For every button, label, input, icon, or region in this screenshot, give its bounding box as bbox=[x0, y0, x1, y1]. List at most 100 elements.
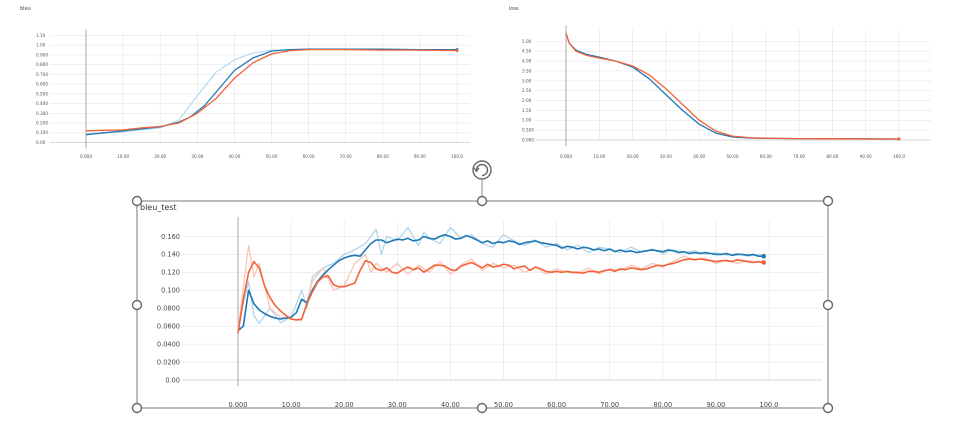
y-tick-label: 4.50 bbox=[522, 49, 532, 54]
y-tick-labels: 0.160 0.140 0.120 0.100 0.0800 0.0600 0.0400 0.… bbox=[157, 233, 180, 385]
x-tick-label: 70.00 bbox=[600, 401, 619, 409]
x-tick-label: 60.00 bbox=[760, 154, 772, 159]
x-tick-label: 40.00 bbox=[441, 401, 460, 409]
series-lines bbox=[85, 48, 459, 136]
x-tick-label: 30.00 bbox=[191, 154, 203, 159]
x-tick-label: 80.00 bbox=[826, 154, 838, 159]
x-tick-label: 80.00 bbox=[377, 154, 389, 159]
selection-border bbox=[136, 200, 829, 409]
x-tick-label: 10.00 bbox=[593, 154, 605, 159]
x-tick-label: 0.000 bbox=[229, 401, 248, 409]
grid bbox=[182, 217, 822, 386]
chart-title: bleu_test bbox=[140, 203, 177, 212]
x-tick-label: 70.00 bbox=[793, 154, 805, 159]
chart-title: loss bbox=[509, 6, 519, 12]
y-tick-label: 0.100 bbox=[161, 287, 180, 295]
y-tick-label: 0.800 bbox=[36, 62, 48, 67]
series-endpoint bbox=[897, 137, 901, 141]
x-tick-label: 100.0 bbox=[760, 401, 779, 409]
series-line bbox=[237, 233, 764, 332]
bleu-chart: bleu 1.10 1.00 0.900 0.800 0.700 0.600 0.500 0.… bbox=[20, 6, 470, 159]
y-tick-label: 0.0800 bbox=[157, 305, 180, 313]
resize-handle-top[interactable] bbox=[476, 195, 488, 207]
y-tick-label: 0.100 bbox=[36, 130, 48, 135]
y-tick-label: 0.140 bbox=[161, 251, 180, 259]
y-tick-label: 1.10 bbox=[36, 33, 46, 38]
x-tick-labels: 0.000 10.00 20.00 30.00 40.00 50.00 60.00 70.00… bbox=[560, 154, 905, 159]
x-tick-label: 50.00 bbox=[727, 154, 739, 159]
x-tick-label: 0.000 bbox=[560, 154, 572, 159]
x-tick-label: 10.00 bbox=[282, 401, 301, 409]
x-tick-label: 90.00 bbox=[860, 154, 872, 159]
y-tick-label: 0.400 bbox=[36, 101, 48, 106]
bleu-test-chart[interactable]: bleu_test 0.160 0.140 0.120 0.100 0.0800 0.06… bbox=[130, 195, 835, 415]
y-tick-labels: 5.00 4.50 4.00 3.50 3.00 2.50 2.00 1.50 1.00 0.50… bbox=[522, 39, 534, 143]
x-tick-label: 90.00 bbox=[706, 401, 725, 409]
y-tick-label: 0.00 bbox=[36, 140, 46, 145]
x-tick-label: 70.00 bbox=[340, 154, 352, 159]
resize-handle-bottom-left[interactable] bbox=[131, 402, 143, 414]
y-tick-label: 0.0600 bbox=[157, 322, 180, 330]
resize-handle-top-left[interactable] bbox=[131, 195, 143, 207]
y-tick-label: 0.160 bbox=[161, 233, 180, 241]
series-endpoint bbox=[761, 260, 766, 265]
series-endpoint bbox=[761, 253, 766, 259]
resize-handle-bottom-right[interactable] bbox=[822, 402, 834, 414]
y-tick-label: 0.00 bbox=[165, 376, 180, 384]
x-tick-label: 40.00 bbox=[693, 154, 705, 159]
x-tick-label: 20.00 bbox=[335, 401, 354, 409]
grid bbox=[50, 29, 470, 149]
x-tick-label: 80.00 bbox=[653, 401, 672, 409]
y-tick-label: 1.50 bbox=[522, 108, 532, 113]
x-tick-label: 40.00 bbox=[228, 154, 240, 159]
y-tick-label: 0.120 bbox=[161, 269, 180, 277]
x-tick-labels: 0.000 10.00 20.00 30.00 40.00 50.00 60.00 70.00… bbox=[229, 401, 779, 409]
y-tick-label: 4.00 bbox=[522, 59, 532, 64]
x-tick-label: 50.00 bbox=[494, 401, 513, 409]
y-tick-label: 3.50 bbox=[522, 68, 532, 73]
y-tick-label: 0.500 bbox=[36, 91, 48, 96]
series-line bbox=[237, 258, 764, 334]
y-tick-label: 3.00 bbox=[522, 78, 532, 83]
series-line-raw bbox=[237, 226, 764, 327]
y-tick-label: 0.0400 bbox=[157, 340, 180, 348]
resize-handle-top-right[interactable] bbox=[822, 195, 834, 207]
y-tick-label: 0.0200 bbox=[157, 358, 180, 366]
series-lines bbox=[237, 226, 766, 334]
y-tick-label: 0.900 bbox=[36, 52, 48, 57]
y-tick-label: 5.00 bbox=[522, 39, 532, 44]
x-tick-label: 100.0 bbox=[893, 154, 905, 159]
resize-handle-right[interactable] bbox=[822, 299, 834, 311]
resize-handle-bottom[interactable] bbox=[476, 402, 488, 414]
x-tick-label: 20.00 bbox=[627, 154, 639, 159]
rotate-handle-icon[interactable] bbox=[472, 160, 492, 180]
y-tick-labels: 1.10 1.00 0.900 0.800 0.700 0.600 0.500 0.400 0.… bbox=[36, 33, 48, 145]
y-tick-label: 2.00 bbox=[522, 98, 532, 103]
x-tick-label: 50.00 bbox=[266, 154, 278, 159]
x-tick-labels: 0.000 10.00 20.00 30.00 40.00 50.00 60.00 70.00… bbox=[80, 154, 463, 159]
x-tick-label: 20.00 bbox=[154, 154, 166, 159]
chart-title: bleu bbox=[20, 6, 31, 12]
y-tick-label: 2.50 bbox=[522, 88, 532, 93]
x-tick-label: 30.00 bbox=[660, 154, 672, 159]
resize-handle-left[interactable] bbox=[131, 299, 143, 311]
series-line bbox=[565, 33, 899, 140]
series-lines bbox=[565, 33, 901, 141]
x-tick-label: 0.000 bbox=[80, 154, 92, 159]
x-tick-label: 60.00 bbox=[547, 401, 566, 409]
y-tick-label: 1.00 bbox=[36, 43, 46, 48]
x-tick-label: 10.00 bbox=[117, 154, 129, 159]
y-tick-label: 0.500 bbox=[522, 128, 534, 133]
x-tick-label: 90.00 bbox=[414, 154, 426, 159]
y-tick-label: 1.00 bbox=[522, 118, 532, 123]
y-tick-label: 0.000 bbox=[522, 137, 534, 142]
loss-chart: loss 5.00 4.50 4.00 3.50 3.00 2.50 2.00 1.50 1.0… bbox=[509, 6, 931, 159]
y-tick-label: 0.300 bbox=[36, 111, 48, 116]
y-tick-label: 0.700 bbox=[36, 72, 48, 77]
grid bbox=[535, 25, 931, 146]
x-tick-label: 100.0 bbox=[451, 154, 463, 159]
series-line-raw bbox=[237, 244, 764, 331]
y-tick-label: 0.200 bbox=[36, 121, 48, 126]
x-tick-label: 30.00 bbox=[388, 401, 407, 409]
